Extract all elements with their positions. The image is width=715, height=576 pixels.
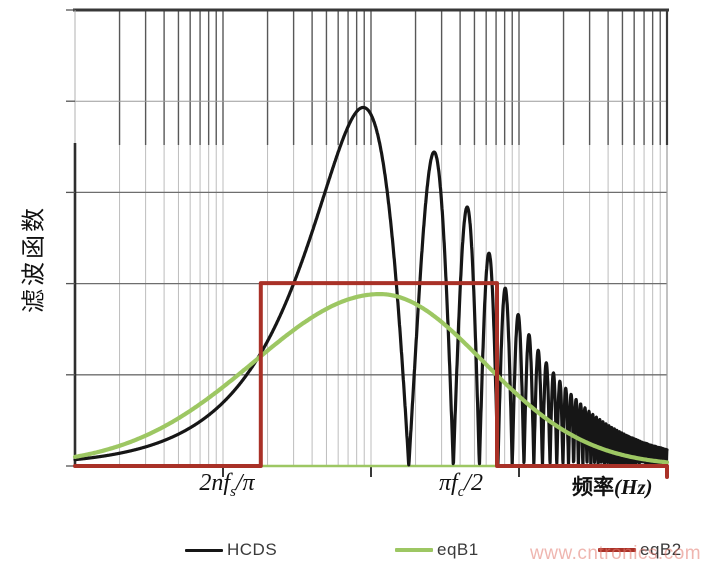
y-axis-label: 滤波函数 — [20, 205, 48, 313]
legend-item-hcds: HCDS — [185, 540, 277, 560]
legend-item-eqb2: eqB2 — [598, 540, 682, 560]
legend-label-eqb1: eqB1 — [437, 540, 479, 559]
legend-swatch-hcds — [185, 548, 223, 552]
axes-and-ticks — [66, 8, 669, 477]
legend-item-eqb1: eqB1 — [395, 540, 479, 560]
x-tick-label-2nfs-pi: 2nfs/π — [199, 470, 255, 500]
series-curves — [72, 105, 670, 479]
legend-swatch-eqb2 — [598, 547, 636, 553]
x-tick-label-pifc-2: πfc/2 — [439, 470, 483, 500]
legend-label-eqb2: eqB2 — [640, 540, 682, 559]
legend-swatch-eqb1 — [395, 547, 433, 553]
legend-label-hcds: HCDS — [227, 540, 278, 559]
watermark-text: www.cntronics.com — [530, 543, 702, 564]
grid-lines — [75, 10, 667, 466]
x-axis-label: 频率(Hz) — [572, 475, 653, 499]
